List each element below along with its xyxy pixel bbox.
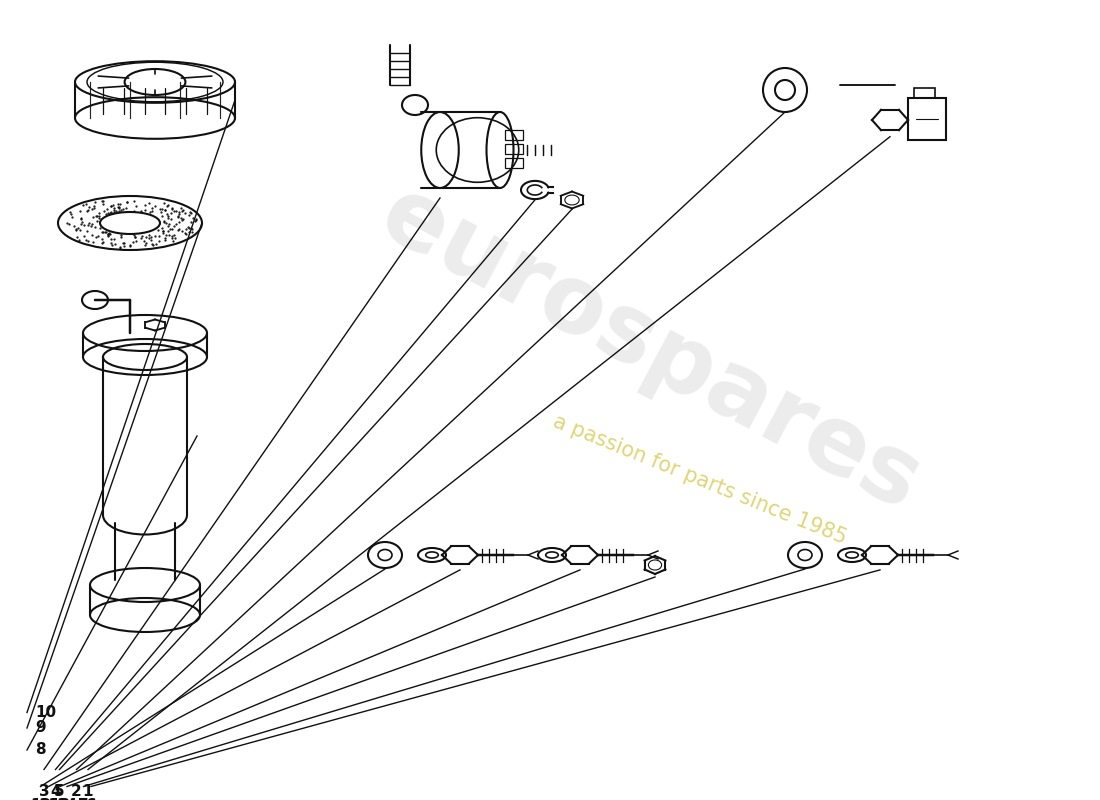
Text: 9: 9 bbox=[35, 721, 45, 735]
Text: 13: 13 bbox=[50, 798, 70, 800]
Text: 7: 7 bbox=[78, 798, 89, 800]
Text: 11: 11 bbox=[39, 798, 59, 800]
Bar bbox=[908, 98, 946, 140]
Text: 10: 10 bbox=[35, 705, 56, 720]
Text: 14: 14 bbox=[56, 798, 78, 800]
Bar bbox=[505, 158, 522, 168]
Bar bbox=[505, 144, 522, 154]
Text: a passion for parts since 1985: a passion for parts since 1985 bbox=[550, 412, 850, 548]
Text: 4: 4 bbox=[51, 785, 60, 799]
Text: eurospares: eurospares bbox=[365, 169, 935, 531]
Text: 1: 1 bbox=[82, 785, 94, 799]
Bar bbox=[914, 88, 935, 98]
Text: 8: 8 bbox=[35, 742, 45, 758]
Bar bbox=[505, 130, 522, 140]
Text: 12: 12 bbox=[30, 798, 51, 800]
Text: 3: 3 bbox=[39, 785, 50, 799]
Text: 5: 5 bbox=[54, 785, 65, 799]
Text: 6: 6 bbox=[86, 798, 97, 800]
Text: 2: 2 bbox=[72, 785, 81, 799]
